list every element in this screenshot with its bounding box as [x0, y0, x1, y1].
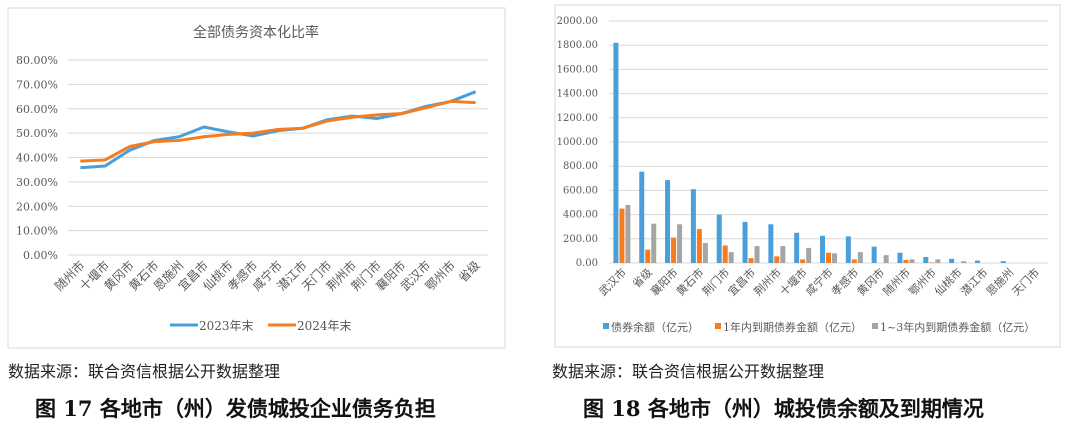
left-source-note: 数据来源：联合资信根据公开数据整理 — [8, 362, 281, 381]
bar-2 — [702, 243, 708, 263]
left-figure-caption: 图 17 各地市（州）发债城投企业债务负担 — [35, 396, 436, 421]
bar-0 — [716, 214, 722, 263]
bar-1 — [696, 229, 702, 263]
legend-swatch — [715, 323, 721, 329]
bar-1 — [722, 245, 728, 263]
y-tick-label: 60.00% — [16, 103, 58, 116]
y-tick-label: 10.00% — [16, 225, 58, 238]
bar-1 — [851, 259, 857, 263]
bar-1 — [826, 252, 831, 263]
bar-0 — [820, 235, 825, 263]
bar-1 — [619, 208, 625, 263]
bar-2 — [728, 252, 734, 263]
y-tick-label: 30.00% — [16, 176, 58, 189]
bar-2 — [909, 259, 915, 263]
y-tick-label: 200.00 — [563, 234, 598, 245]
legend-label: 2024年末 — [297, 319, 352, 333]
bar-2 — [883, 255, 889, 263]
bar-2 — [935, 259, 941, 263]
bar-1 — [671, 237, 677, 263]
bar-0 — [742, 221, 748, 263]
y-tick-label: 50.00% — [16, 127, 58, 140]
bar-2 — [806, 247, 812, 263]
bar-0 — [923, 256, 929, 263]
bar-0 — [794, 232, 800, 263]
chart-title: 全部债务资本化比率 — [193, 24, 319, 41]
y-tick-label: 1400.00 — [557, 89, 598, 100]
bar-2 — [780, 246, 786, 263]
y-tick-label: 2000.00 — [557, 16, 598, 27]
bar-2 — [754, 246, 760, 263]
bar-0 — [1000, 261, 1006, 263]
bar-0 — [690, 189, 696, 263]
bar-2 — [961, 261, 967, 263]
y-tick-label: 0.00% — [23, 249, 58, 262]
y-tick-label: 1200.00 — [557, 113, 598, 124]
bar-2 — [625, 204, 631, 263]
bar-1 — [929, 262, 935, 263]
bar-0 — [639, 171, 645, 263]
legend-swatch — [603, 323, 609, 329]
chart-frame — [7, 7, 506, 349]
y-tick-label: 1600.00 — [557, 64, 598, 75]
y-tick-label: 40.00% — [16, 152, 58, 165]
bar-0 — [768, 224, 774, 263]
legend-label: 1年内到期债券金额（亿元） — [723, 320, 862, 334]
bar-0 — [949, 258, 955, 263]
right-source-note: 数据来源：联合资信根据公开数据整理 — [552, 362, 825, 381]
bar-0 — [665, 180, 671, 263]
y-tick-label: 0.00 — [576, 258, 598, 269]
y-tick-label: 400.00 — [563, 210, 598, 221]
y-tick-label: 1800.00 — [557, 40, 598, 51]
bar-1 — [774, 256, 780, 263]
chart-frame — [554, 4, 1061, 348]
bar-0 — [897, 252, 903, 263]
bar-2 — [832, 253, 837, 263]
bar-2 — [677, 224, 683, 263]
y-tick-label: 70.00% — [16, 78, 58, 91]
bar-1 — [645, 249, 651, 263]
bar-2 — [857, 252, 863, 263]
legend-swatch — [872, 323, 878, 329]
bar-0 — [845, 236, 851, 263]
y-tick-label: 20.00% — [16, 200, 58, 213]
legend-label: 2023年末 — [199, 319, 254, 333]
y-tick-label: 1000.00 — [557, 137, 598, 148]
legend-label: 债券余额（亿元） — [611, 320, 699, 334]
series-line-1 — [80, 99, 476, 163]
bar-0 — [613, 42, 619, 263]
right-figure-caption: 图 18 各地市（州）城投债余额及到期情况 — [583, 396, 984, 421]
legend-label: 1~3年内到期债券金额（亿元） — [880, 320, 1035, 334]
bar-1 — [748, 258, 754, 263]
bar-0 — [974, 260, 980, 263]
y-tick-label: 80.00% — [16, 54, 58, 67]
y-tick-label: 600.00 — [563, 185, 598, 196]
bar-1 — [800, 259, 806, 263]
bar-2 — [651, 223, 657, 263]
y-tick-label: 800.00 — [563, 161, 598, 172]
bar-0 — [871, 246, 877, 263]
bar-1 — [903, 259, 909, 263]
